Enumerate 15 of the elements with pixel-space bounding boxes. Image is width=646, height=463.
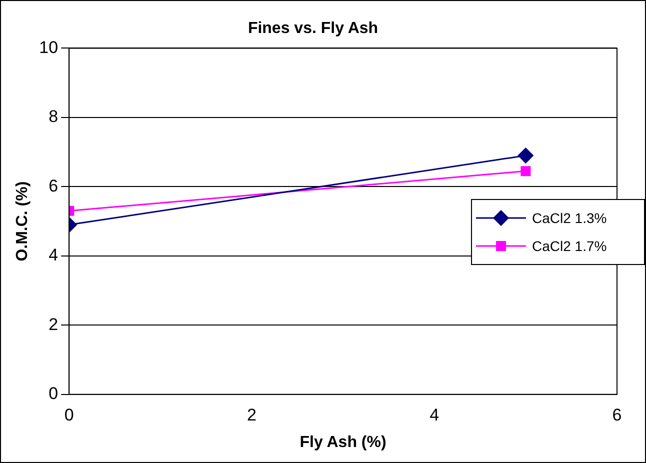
y-axis-title: O.M.C. (%): [14, 181, 32, 262]
x-tick-label: 6: [612, 405, 622, 424]
y-tick-label: 2: [48, 314, 58, 334]
x-tick-label: 4: [430, 405, 440, 424]
y-tick-label: 6: [48, 176, 58, 196]
legend-label: CaCl2 1.3%: [532, 210, 607, 226]
x-tick-label: 2: [247, 405, 256, 424]
x-axis-title: Fly Ash (%): [300, 434, 386, 451]
y-tick-label: 4: [48, 246, 58, 265]
y-tick-label: 10: [39, 38, 58, 57]
chart-title: Fines vs. Fly Ash: [248, 20, 378, 38]
x-tick-label: 0: [64, 405, 74, 424]
y-tick-label: 8: [48, 107, 58, 126]
legend-label: CaCl2 1.7%: [532, 238, 607, 254]
y-tick-label: 0: [48, 384, 58, 404]
